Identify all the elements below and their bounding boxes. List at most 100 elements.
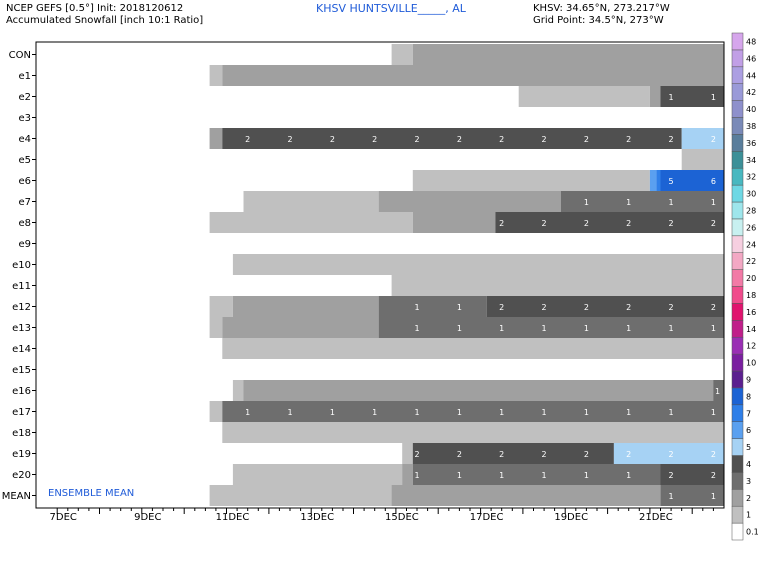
colorbar-label-2: 2 <box>746 494 751 503</box>
snow-cell-e7-1 <box>378 191 561 212</box>
snow-cell-e5-0 <box>681 149 724 170</box>
snow-cell-e11-0 <box>391 275 724 296</box>
value-label-e13-1: 1 <box>457 324 462 333</box>
colorbar-label-12: 14 <box>746 325 756 334</box>
value-label-e17-11: 1 <box>711 408 716 417</box>
value-label-e20-1: 1 <box>457 471 462 480</box>
value-label-e17-4: 1 <box>414 408 419 417</box>
member-label-e4: e4 <box>18 134 31 145</box>
value-label-e6-1: 6 <box>711 177 716 186</box>
member-label-e9: e9 <box>18 239 31 250</box>
member-label-e20: e20 <box>12 470 31 481</box>
model-init-label: NCEP GEFS [0.5°] Init: 2018120612 <box>6 3 184 14</box>
value-label-e12-5: 2 <box>626 303 631 312</box>
snow-cell-e20-1 <box>402 464 413 485</box>
colorbar-label-4: 4 <box>746 460 751 469</box>
value-label-e17-3: 1 <box>372 408 377 417</box>
value-label-e20-6: 2 <box>669 471 674 480</box>
snow-cell-e1-1 <box>222 65 725 86</box>
value-label-e19-1: 2 <box>457 450 462 459</box>
snow-cell-e2-0 <box>518 86 650 107</box>
snow-cell-CON-0 <box>391 44 413 65</box>
value-label-e4-3: 2 <box>372 135 377 144</box>
member-label-e3: e3 <box>18 113 31 124</box>
value-label-e4-8: 2 <box>584 135 589 144</box>
snow-cell-e6-3 <box>660 170 724 191</box>
station-coords-label: KHSV: 34.65°N, 273.217°W <box>533 3 670 14</box>
value-label-e7-2: 1 <box>669 198 674 207</box>
member-label-e8: e8 <box>18 218 31 229</box>
value-label-e17-7: 1 <box>542 408 547 417</box>
value-label-e4-1: 2 <box>287 135 292 144</box>
snow-cell-e20-3 <box>660 464 724 485</box>
snow-cell-e12-2 <box>378 296 487 317</box>
colorbar-swatch-11 <box>731 336 744 355</box>
value-label-e8-1: 2 <box>542 219 547 228</box>
colorbar-swatch-12 <box>731 320 744 338</box>
snow-cell-e8-2 <box>495 212 724 233</box>
snow-cell-e19-2 <box>613 443 724 464</box>
snow-cell-e8-0 <box>209 212 413 233</box>
value-label-e8-3: 2 <box>626 219 631 228</box>
colorbar-label-17: 24 <box>746 240 756 249</box>
grid-point-label: Grid Point: 34.5°N, 273°W <box>533 15 664 26</box>
value-label-e19-6: 2 <box>669 450 674 459</box>
colorbar-label-23: 36 <box>746 139 756 148</box>
value-label-e16-0: 1 <box>715 387 720 396</box>
x-tick-label-9DEC: 9DEC <box>134 512 161 523</box>
snow-cell-e2-2 <box>660 86 724 107</box>
colorbar-swatch-18 <box>731 218 744 237</box>
value-label-e2-0: 1 <box>669 93 674 102</box>
colorbar-swatch-28 <box>731 49 744 68</box>
member-label-e15: e15 <box>12 365 31 376</box>
member-label-e7: e7 <box>18 197 31 208</box>
colorbar-swatch-29 <box>731 32 744 51</box>
x-tick-label-21DEC: 21DEC <box>639 512 673 523</box>
station-title: KHSV HUNTSVILLE_____, AL <box>316 2 466 15</box>
value-label-MEAN-0: 1 <box>669 492 674 501</box>
colorbar-swatch-16 <box>731 252 744 270</box>
ensemble-mean-annotation: ENSEMBLE MEAN <box>48 488 134 499</box>
colorbar-swatch-0 <box>731 522 744 541</box>
value-label-e19-7: 2 <box>711 450 716 459</box>
colorbar-label-10: 10 <box>746 359 756 368</box>
colorbar-label-7: 7 <box>746 409 751 418</box>
colorbar-label-1: 1 <box>746 511 751 520</box>
value-label-e17-2: 1 <box>330 408 335 417</box>
value-label-e7-3: 1 <box>711 198 716 207</box>
snow-cell-e19-0 <box>402 443 413 464</box>
value-label-e13-7: 1 <box>711 324 716 333</box>
value-label-e20-2: 1 <box>499 471 504 480</box>
colorbar-swatch-6 <box>731 421 744 439</box>
colorbar-label-20: 30 <box>746 190 756 199</box>
value-label-e13-0: 1 <box>414 324 419 333</box>
colorbar-label-14: 18 <box>746 291 756 300</box>
value-label-e13-6: 1 <box>669 324 674 333</box>
value-label-e4-2: 2 <box>330 135 335 144</box>
colorbar-label-19: 28 <box>746 207 756 216</box>
value-label-e7-1: 1 <box>626 198 631 207</box>
value-label-e20-3: 1 <box>542 471 547 480</box>
member-label-MEAN: MEAN <box>2 491 31 502</box>
value-label-e20-7: 2 <box>711 471 716 480</box>
colorbar-swatch-8 <box>731 387 744 406</box>
member-label-e17: e17 <box>12 407 31 418</box>
colorbar-swatch-10 <box>731 353 744 372</box>
colorbar-swatch-3 <box>731 472 744 490</box>
colorbar-swatch-25 <box>731 100 744 118</box>
value-label-e13-5: 1 <box>626 324 631 333</box>
snow-cell-e14-0 <box>222 338 725 359</box>
snow-cell-e1-0 <box>209 65 223 86</box>
value-label-e2-1: 1 <box>711 93 716 102</box>
value-label-e13-2: 1 <box>499 324 504 333</box>
member-label-e5: e5 <box>18 155 31 166</box>
value-label-e12-4: 2 <box>584 303 589 312</box>
value-label-e4-5: 2 <box>457 135 462 144</box>
variable-label: Accumulated Snowfall [inch 10:1 Ratio] <box>6 15 204 26</box>
member-label-e16: e16 <box>12 386 31 397</box>
member-label-e18: e18 <box>12 428 31 439</box>
colorbar-label-28: 46 <box>746 54 756 63</box>
snow-cell-e4-2 <box>681 128 724 149</box>
value-label-e17-6: 1 <box>499 408 504 417</box>
snow-cell-e8-1 <box>412 212 496 233</box>
